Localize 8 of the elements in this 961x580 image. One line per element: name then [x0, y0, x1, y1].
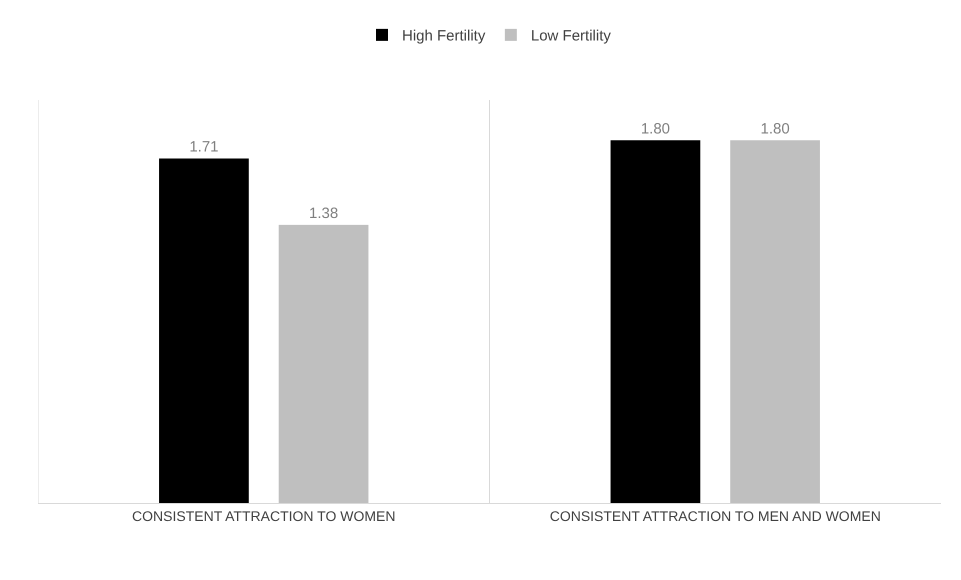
- x-tick-label: CONSISTENT ATTRACTION TO MEN AND WOMEN: [550, 508, 881, 524]
- data-label: 1.80: [760, 120, 790, 138]
- data-label: 1.71: [189, 138, 219, 156]
- legend-label: Low Fertility: [530, 28, 612, 45]
- legend-label: High Fertility: [402, 28, 486, 45]
- x-tick-label: CONSISTENT ATTRACTION TO WOMEN: [132, 508, 396, 524]
- data-label: 1.38: [308, 204, 338, 222]
- data-label: 1.80: [640, 120, 670, 138]
